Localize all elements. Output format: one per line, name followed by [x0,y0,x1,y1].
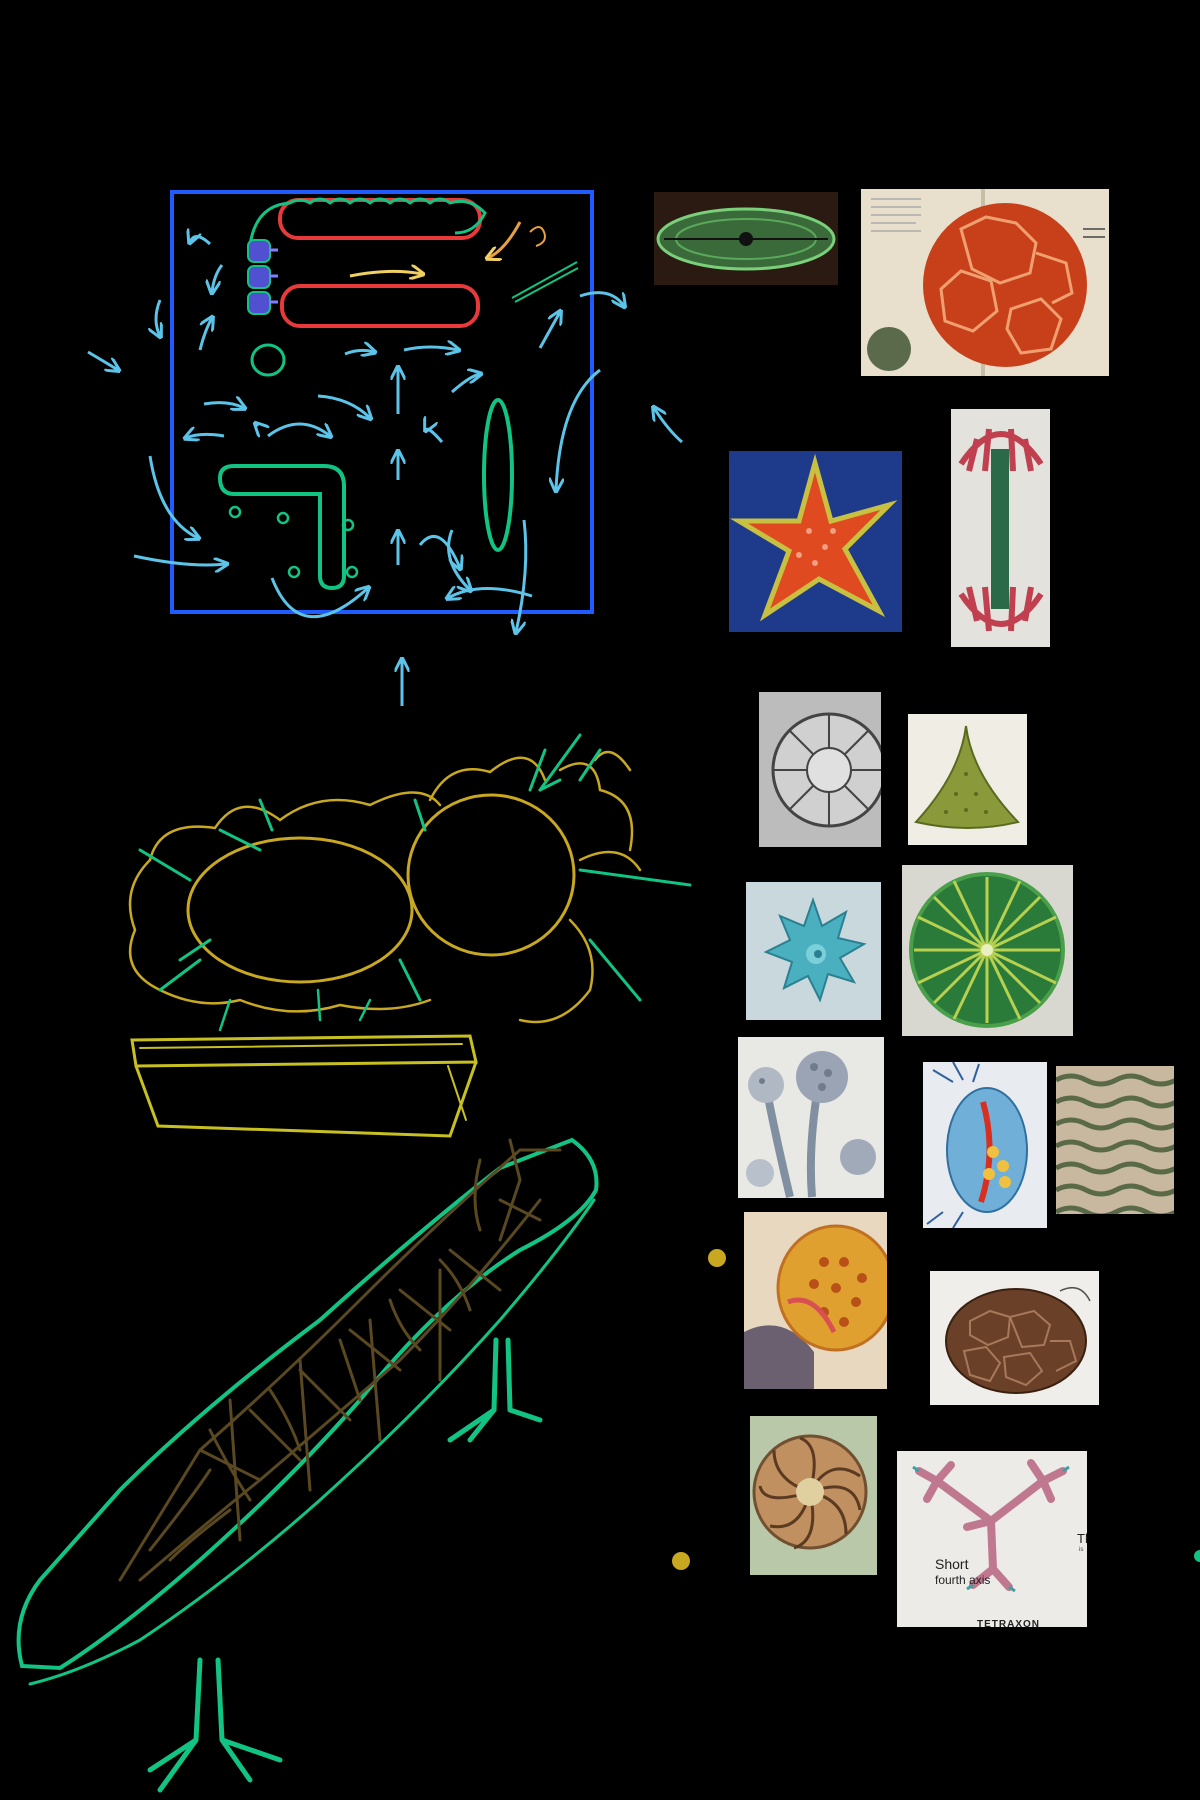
green-vesicle [250,343,286,377]
green-diagonal-line [511,261,579,303]
tetraxon-spicule[interactable]: Th is Short fourth axis TETRAXON [897,1451,1087,1627]
micrasterias-desmid[interactable] [902,865,1073,1036]
blue-star-desmid[interactable] [746,882,881,1020]
book-page-radiolarian-image [861,189,1109,376]
triangular-diatom[interactable] [908,714,1027,845]
tetraxon-title: TETRAXON [977,1619,1040,1627]
small-green-dots [228,505,359,579]
red-membrane-bands [278,198,482,328]
tetraxon-partial-label: Th [1077,1531,1087,1546]
brown-faceted-pollen-image [930,1271,1099,1405]
pollen-grain-image [744,1212,887,1389]
tetraxon-partial-label-2: is [1079,1547,1084,1553]
tetraxon-spicule-image [897,1451,1087,1627]
green-wavy-strand [248,197,487,246]
yellow-arrow [349,271,422,276]
orange-curved-arrow [488,221,522,258]
yellow-squiggle [529,226,546,247]
daphnia-image [923,1062,1047,1228]
green-edge-dot [1194,1550,1200,1562]
wavy-texture[interactable] [1056,1066,1174,1214]
closterium-desmid[interactable] [951,409,1050,647]
yellow-dot [708,1249,726,1267]
green-elongated-vacuole [482,398,514,552]
tetraxon-axis-label: fourth axis [935,1573,991,1587]
purple-stacked-organelles [247,239,278,315]
green-l-shaped-organelle [217,464,346,591]
elongated-desmid-image [951,409,1050,647]
spiky-blue-desmid-image [746,882,881,1020]
cell-diagram-frame [170,190,594,614]
star-shaped-diatom-image [729,451,902,632]
triangular-diatom-image [908,714,1027,845]
pollen-grain[interactable] [744,1212,887,1389]
mold-conidiophore-image [738,1037,884,1198]
centric-diatom-drawing[interactable] [759,692,881,847]
yellow-dot [672,1552,690,1570]
cytoplasm-flow-arrows [87,236,683,706]
coccolith-spiral[interactable] [750,1416,877,1575]
book-radiolarian-sphere[interactable] [861,189,1109,376]
tetraxon-short-label: Short [935,1556,969,1572]
aspergillus-mold[interactable] [738,1037,884,1198]
daphnia-illustration[interactable] [923,1062,1047,1228]
frustule-sketch [16,1137,599,1793]
pennate-diatom-image [654,192,838,285]
diatom-pennate[interactable] [654,192,838,285]
centric-diatom-engraving-image [759,692,881,847]
brown-pollen[interactable] [930,1271,1099,1405]
red-star-diatom[interactable] [729,451,902,632]
green-radial-desmid-image [902,865,1073,1036]
lower-cells-sketch [128,733,692,1138]
spiral-coccolith-image [750,1416,877,1575]
wavy-surface-texture-image [1056,1066,1174,1214]
